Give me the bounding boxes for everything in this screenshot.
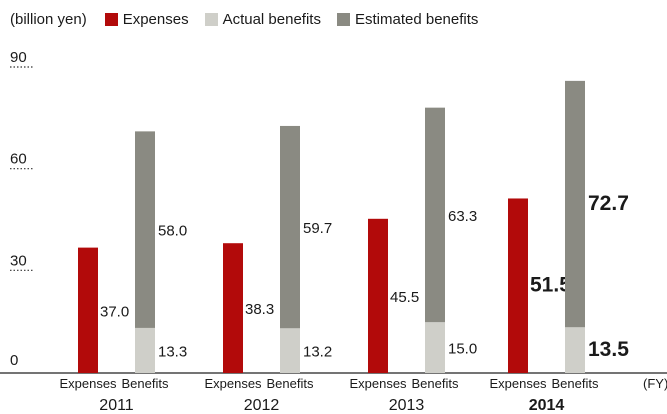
bar-estimated-benefits: [565, 80, 585, 328]
x-category-label: 2013: [389, 397, 425, 414]
legend-swatch-actual-benefits: [204, 12, 218, 26]
y-tick-label: 0: [10, 352, 18, 369]
legend-label-expenses: Expenses: [122, 10, 189, 28]
y-tick-label: 60: [10, 151, 27, 168]
x-category-label: 2011: [99, 397, 134, 414]
data-label-actual-benefits: 13.3: [158, 343, 187, 360]
bar-expenses: [223, 243, 243, 373]
data-label-expenses: 51.5: [530, 274, 571, 297]
legend-item-expenses: Expenses: [104, 10, 189, 28]
data-label-estimated-benefits: 63.3: [448, 208, 477, 225]
data-label-expenses: 37.0: [100, 303, 129, 320]
x-category-label: 2014: [529, 397, 565, 414]
x-sub-label-expenses: Expenses: [59, 376, 117, 391]
bar-expenses: [78, 247, 98, 373]
bar-estimated-benefits: [135, 131, 155, 328]
data-label-actual-benefits: 13.5: [588, 338, 629, 361]
x-sub-label-expenses: Expenses: [204, 376, 262, 391]
x-sub-label-benefits: Benefits: [122, 376, 169, 391]
bar-estimated-benefits: [280, 125, 300, 329]
legend-label-actual-benefits: Actual benefits: [222, 10, 321, 28]
data-label-estimated-benefits: 59.7: [303, 220, 332, 237]
y-tick-label: 90: [10, 49, 27, 66]
x-sub-label-benefits: Benefits: [267, 376, 314, 391]
legend-swatch-expenses: [104, 12, 118, 26]
data-label-estimated-benefits: 72.7: [588, 192, 629, 215]
x-sub-label-expenses: Expenses: [489, 376, 547, 391]
y-tick-label: 30: [10, 252, 27, 269]
x-sub-label-benefits: Benefits: [552, 376, 599, 391]
legend-item-estimated-benefits: Estimated benefits: [336, 10, 479, 28]
data-label-actual-benefits: 15.0: [448, 341, 477, 358]
legend-swatch-estimated-benefits: [336, 12, 350, 26]
y-unit-label: (billion yen): [10, 10, 87, 28]
bar-actual-benefits: [565, 327, 585, 373]
bar-expenses: [368, 218, 388, 373]
data-label-expenses: 45.5: [390, 289, 419, 306]
bar-expenses: [508, 198, 528, 373]
x-sub-label-benefits: Benefits: [412, 376, 459, 391]
bar-actual-benefits: [135, 327, 155, 373]
bar-estimated-benefits: [425, 107, 445, 323]
x-unit-label: (FY): [643, 376, 667, 391]
legend-label-estimated-benefits: Estimated benefits: [354, 10, 479, 28]
bar-actual-benefits: [425, 322, 445, 373]
data-label-expenses: 38.3: [245, 301, 274, 318]
data-label-estimated-benefits: 58.0: [158, 223, 187, 240]
x-sub-label-expenses: Expenses: [349, 376, 407, 391]
data-label-actual-benefits: 13.2: [303, 344, 332, 361]
chart-legend: (billion yen) Expenses Actual benefits E…: [10, 8, 494, 30]
legend-item-actual-benefits: Actual benefits: [204, 10, 321, 28]
bar-actual-benefits: [280, 328, 300, 373]
x-category-label: 2012: [244, 397, 280, 414]
